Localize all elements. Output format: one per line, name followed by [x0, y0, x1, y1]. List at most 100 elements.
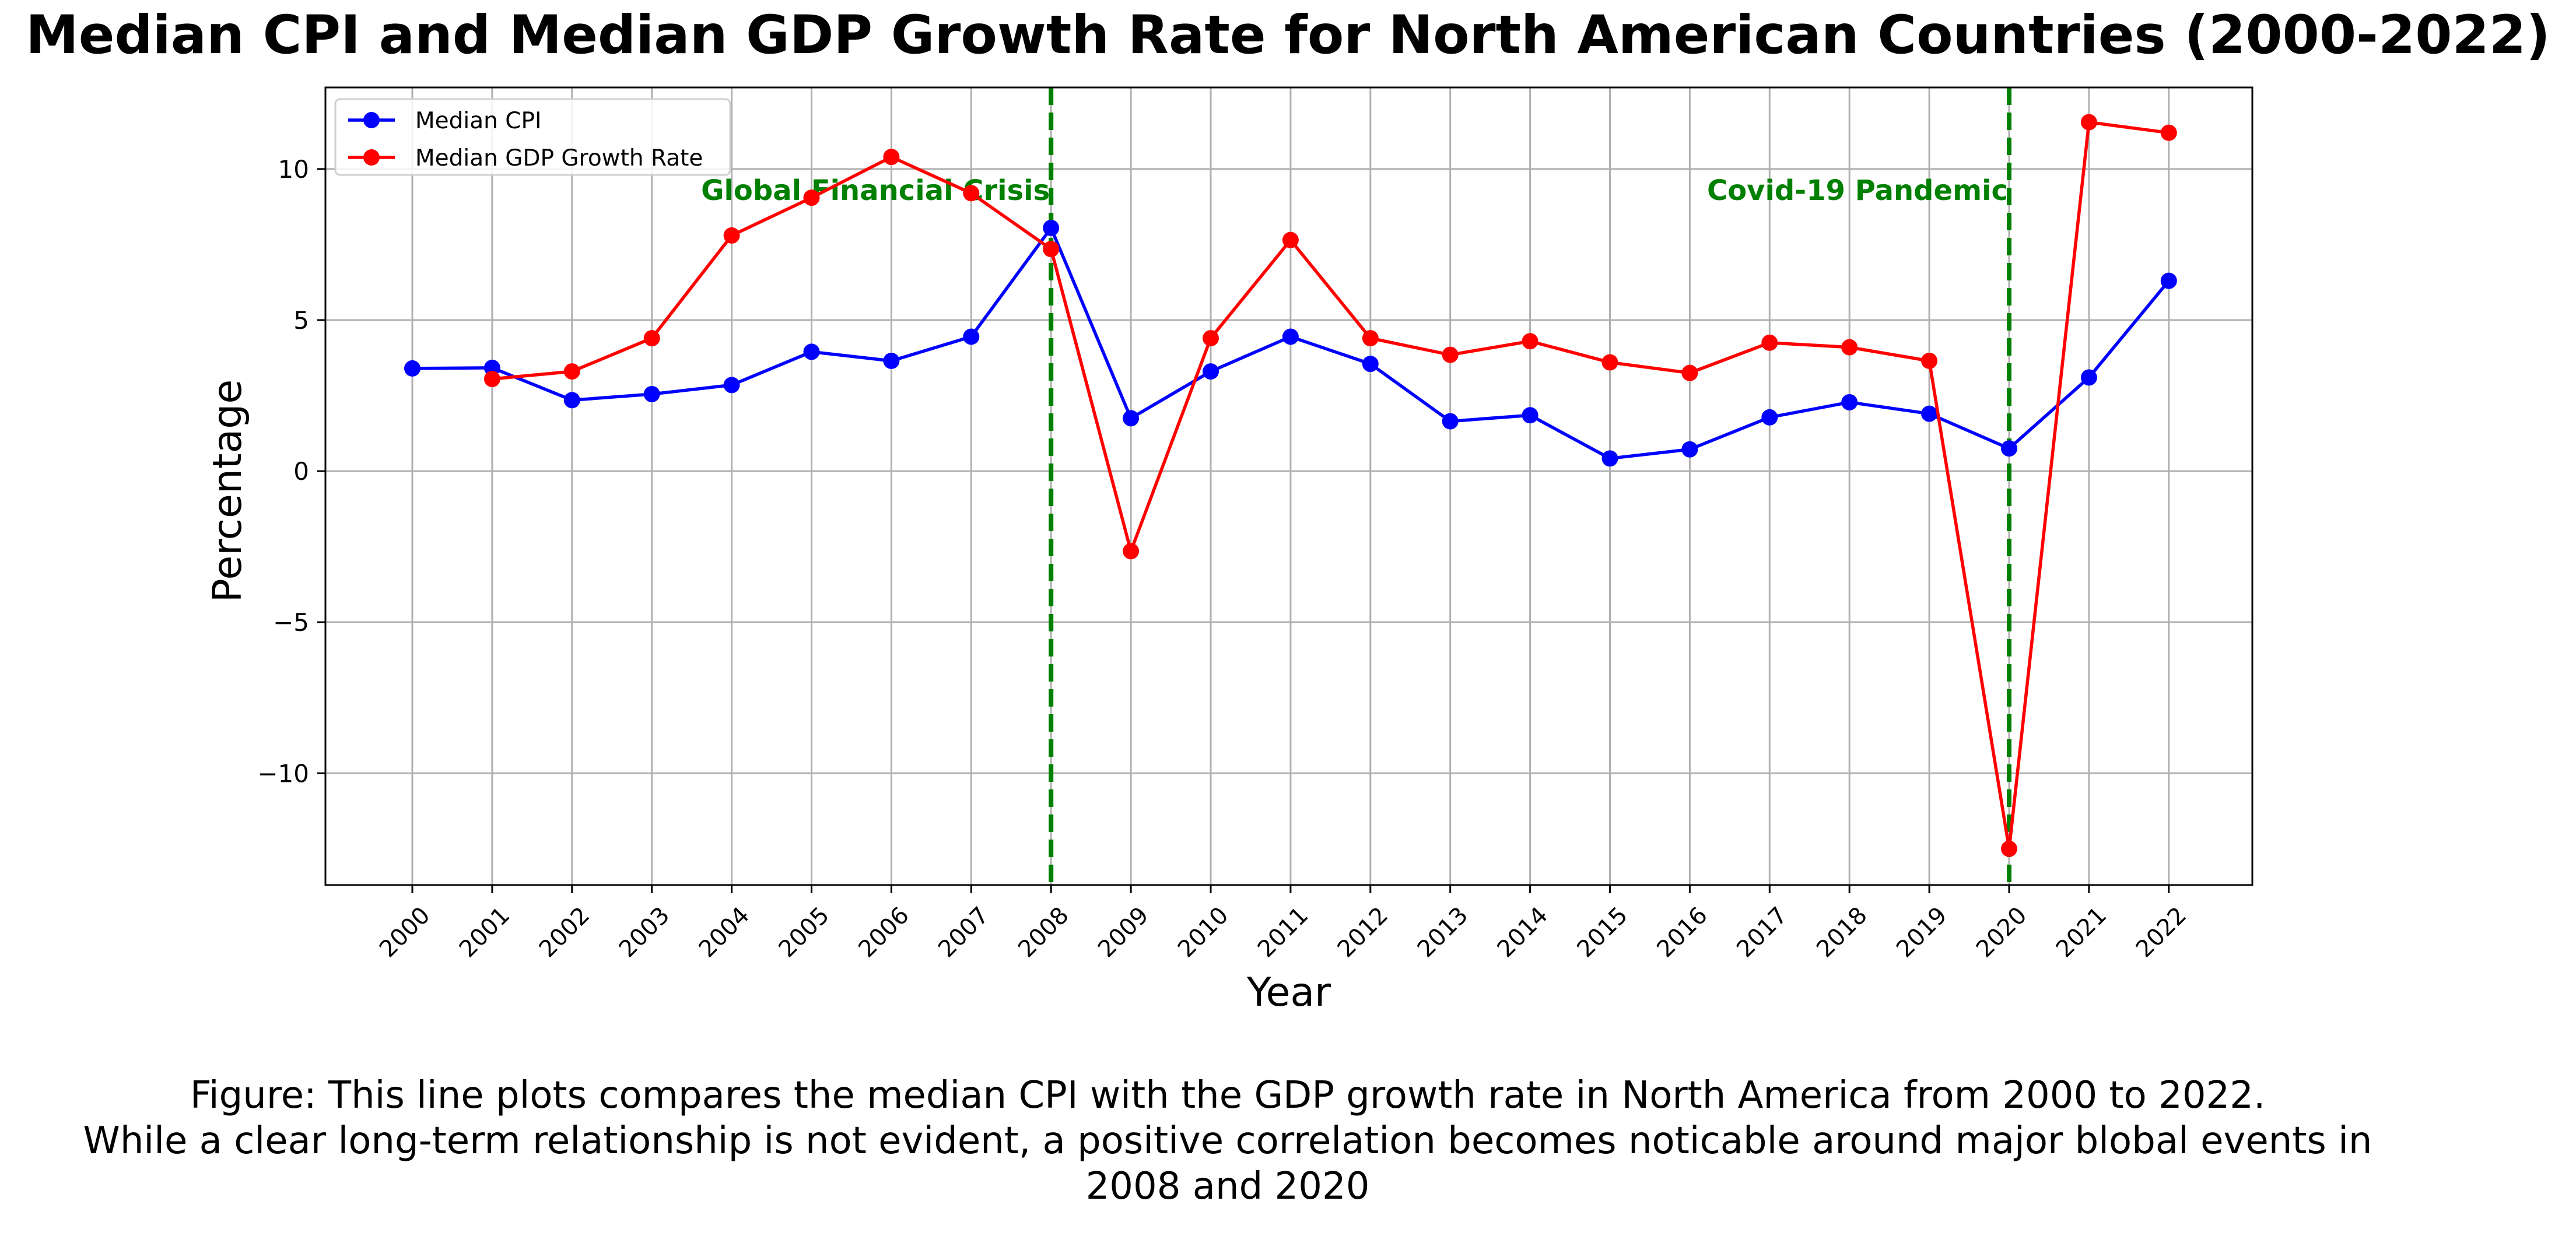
data-point	[2160, 124, 2177, 141]
data-point	[1761, 409, 1778, 426]
data-point	[483, 371, 500, 388]
x-tick-label: 2012	[1333, 902, 1394, 963]
series-gdp	[483, 114, 2177, 857]
x-tick-label: 2010	[1173, 902, 1234, 963]
y-tick-label: 0	[293, 457, 309, 486]
plot-frame	[324, 86, 2253, 886]
data-point	[1442, 346, 1459, 363]
data-point	[723, 227, 740, 244]
data-point	[2080, 369, 2097, 386]
x-tick-label: 2013	[1413, 902, 1474, 963]
data-point	[1761, 334, 1778, 351]
x-tick-label: 2016	[1652, 902, 1713, 963]
legend-item: Median GDP Growth Rate	[348, 145, 703, 171]
event-label: Covid-19 Pandemic	[1707, 174, 2008, 207]
x-tick-label: 2017	[1732, 902, 1793, 963]
data-point	[1841, 339, 1858, 356]
data-point	[2001, 440, 2017, 457]
x-tick-label: 2019	[1891, 902, 1953, 963]
x-tick-label: 2020	[1971, 902, 2032, 963]
legend-box	[334, 98, 731, 176]
figure-caption: Figure: This line plots compares the med…	[0, 1073, 2455, 1209]
data-point	[1522, 333, 1538, 350]
data-point	[963, 185, 980, 202]
data-point	[1362, 330, 1379, 347]
data-point	[643, 330, 660, 347]
data-point	[1123, 410, 1140, 427]
event-markers: Global Financial Crisis Covid-19 Pandemic	[701, 87, 2011, 887]
x-axis-label: Year	[1246, 970, 1331, 1016]
legend-item: Median CPI	[348, 108, 542, 134]
data-point	[1203, 363, 1219, 380]
data-point	[1043, 219, 1060, 236]
x-tick-label: 2004	[694, 902, 755, 963]
x-tick-label: 2005	[773, 902, 835, 963]
x-tick-label: 2000	[374, 902, 436, 963]
x-tick-label: 2006	[853, 902, 914, 963]
data-point	[563, 392, 580, 409]
data-point	[1442, 413, 1459, 430]
caption-line-2: While a clear long-term relationship is …	[83, 1119, 2372, 1163]
data-point	[803, 343, 820, 360]
y-tick-label: 10	[278, 155, 309, 184]
data-point	[563, 363, 580, 380]
x-tick-label: 2003	[614, 902, 675, 963]
axis-labels: Year Percentage	[205, 380, 1331, 1016]
legend-marker	[363, 112, 380, 128]
x-tick-label: 2007	[933, 902, 994, 963]
data-point	[1522, 407, 1538, 424]
x-tick-label: 2018	[1811, 902, 1873, 963]
x-tick-label: 2015	[1572, 902, 1633, 963]
legend-marker	[363, 149, 380, 166]
data-point	[1921, 352, 1938, 369]
data-point	[723, 377, 740, 394]
data-point	[2080, 114, 2097, 131]
data-point	[1282, 328, 1299, 345]
series-line	[492, 120, 2170, 851]
x-tick-label: 2022	[2131, 902, 2192, 963]
y-tick-label: −10	[257, 759, 309, 788]
series-lines	[404, 114, 2177, 857]
data-point	[2001, 840, 2017, 857]
data-point	[883, 149, 900, 166]
data-point	[1123, 543, 1140, 560]
legend-label: Median CPI	[415, 108, 542, 134]
series-cpi	[404, 219, 2177, 467]
x-tick-label: 2009	[1093, 902, 1154, 963]
caption-line-3: 2008 and 2020	[1085, 1165, 1370, 1208]
caption-line-1: Figure: This line plots compares the med…	[190, 1074, 2266, 1117]
y-tick-label: −5	[273, 608, 309, 637]
chart-title: Median CPI and Median GDP Growth Rate fo…	[26, 5, 2550, 66]
data-point	[404, 360, 420, 377]
data-point	[1362, 356, 1379, 373]
data-point	[1841, 394, 1858, 410]
data-point	[2160, 272, 2177, 289]
data-point	[1203, 330, 1219, 347]
y-axis-label: Percentage	[205, 380, 251, 603]
legend: Median CPI Median GDP Growth Rate	[334, 98, 731, 176]
x-tick-label: 2001	[454, 902, 516, 963]
grid-lines	[325, 87, 2252, 885]
data-point	[803, 189, 820, 206]
data-point	[1681, 441, 1698, 458]
data-point	[1282, 231, 1299, 248]
data-point	[1601, 354, 1618, 371]
data-point	[1921, 405, 1938, 422]
x-tick-label: 2008	[1013, 902, 1074, 963]
data-point	[1601, 450, 1618, 467]
x-tick-label: 2011	[1253, 902, 1314, 963]
axis-ticks: 2000 2001 2002 2003 2004 2005 2006 2007 2008 2009…	[257, 155, 2192, 963]
x-tick-label: 2021	[2051, 902, 2112, 963]
data-point	[883, 352, 900, 369]
data-point	[643, 385, 660, 402]
event-label: Global Financial Crisis	[701, 174, 1050, 207]
y-tick-label: 5	[293, 306, 309, 335]
data-point	[1043, 241, 1060, 258]
x-tick-label: 2002	[534, 902, 595, 963]
data-point	[1681, 364, 1698, 381]
data-point	[483, 359, 500, 376]
data-point	[963, 328, 980, 345]
legend-label: Median GDP Growth Rate	[415, 145, 703, 171]
x-tick-label: 2014	[1492, 902, 1554, 963]
